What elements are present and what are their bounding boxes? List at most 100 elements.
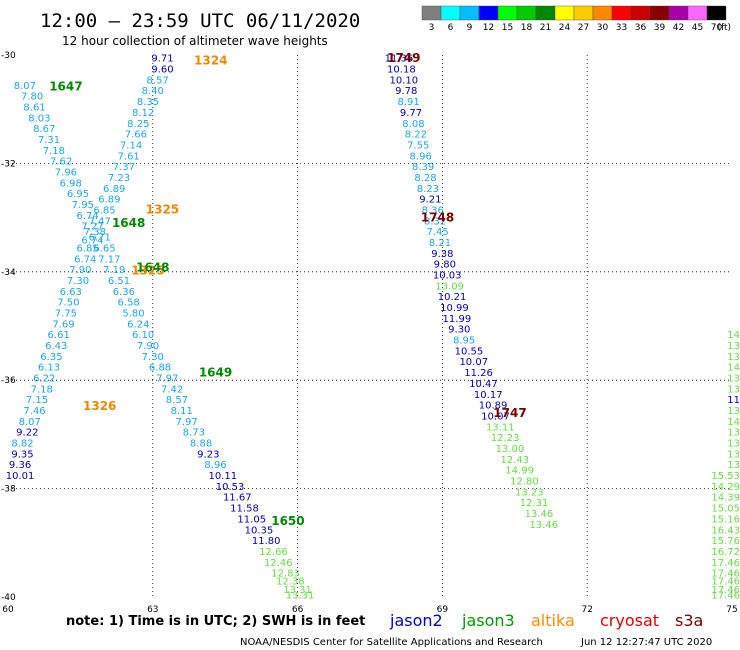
swh-value: 13 <box>727 352 740 363</box>
y-tick-label: -36 <box>1 376 16 386</box>
swh-value: 13.31 <box>286 590 315 601</box>
x-tick-label: 75 <box>726 605 737 615</box>
swh-value: 8.21 <box>429 238 451 249</box>
swh-value: 13 <box>727 439 740 450</box>
swh-value: 10.03 <box>433 271 462 282</box>
swh-value: 12.23 <box>491 433 520 444</box>
swh-value: 12.46 <box>264 558 293 569</box>
swh-value: 13 <box>727 406 740 417</box>
swh-value: 16.72 <box>711 547 740 558</box>
scale-swatch <box>516 5 537 21</box>
swh-value: 9.78 <box>395 86 417 97</box>
swh-value: 10.11 <box>208 471 237 482</box>
swh-value: 7.45 <box>426 227 448 238</box>
swh-value: 7.19 <box>103 265 125 276</box>
scale-label: 70 <box>711 23 723 33</box>
swh-value: 12.80 <box>510 476 539 487</box>
swh-value: 7.30 <box>67 276 89 287</box>
swh-value: 8.61 <box>23 102 45 113</box>
swh-value: 8.88 <box>190 439 212 450</box>
swh-value: 9.80 <box>434 260 456 271</box>
swh-value: 13.46 <box>525 509 554 520</box>
scale-label: 24 <box>559 23 571 33</box>
swh-value: 9.36 <box>9 460 31 471</box>
scale-label: 6 <box>448 23 454 33</box>
swh-value: 14 <box>727 417 740 428</box>
swh-value: 8.11 <box>171 406 193 417</box>
swh-value: 13 <box>727 373 740 384</box>
swh-value: 13 <box>727 428 740 439</box>
swh-value: 13.09 <box>435 281 464 292</box>
swh-value: 7.31 <box>38 135 60 146</box>
y-tick-label: -32 <box>1 159 16 169</box>
pass-time-label: 1324 <box>194 53 227 67</box>
swh-value: 12.31 <box>520 498 549 509</box>
swh-value: 13 <box>727 449 740 460</box>
scale-swatch <box>630 5 651 21</box>
swh-value: 7.75 <box>55 308 77 319</box>
swh-value: 6.24 <box>127 319 149 330</box>
swh-value: 14.99 <box>505 466 534 477</box>
swh-value: 15.16 <box>711 514 740 525</box>
scale-swatch <box>459 5 480 21</box>
swh-value: 8.25 <box>127 119 149 130</box>
scale-label: 18 <box>521 23 533 33</box>
swh-value: 6.58 <box>118 298 140 309</box>
swh-value: 7.14 <box>120 140 142 151</box>
swh-value: 10.17 <box>474 390 503 401</box>
swh-value: 8.96 <box>410 151 432 162</box>
pass-time-label: 1326 <box>83 399 116 413</box>
y-tick-label: -34 <box>1 268 16 278</box>
swh-value: 8.35 <box>137 97 159 108</box>
satellite-legend-s3a: s3a <box>675 611 703 630</box>
swh-value: 10.21 <box>438 292 467 303</box>
x-tick-label: 69 <box>437 605 449 615</box>
satellite-legend-jason3: jason3 <box>461 611 515 630</box>
swh-value: 8.22 <box>405 130 427 141</box>
swh-value: 8.95 <box>453 336 475 347</box>
color-scale-legend: 3 6 9 12 15 18 21 24 27 30 33 36 39 42 45 70 <box>421 5 727 33</box>
swh-value: 6.74 <box>81 235 103 246</box>
x-axis-ticks: 60 63 66 69 72 75 <box>2 605 737 615</box>
scale-label: 27 <box>578 23 589 33</box>
pass-time-label: 1749 <box>387 51 420 65</box>
pass-time-label: 1650 <box>271 514 304 528</box>
swh-value: 9.71 <box>151 54 173 65</box>
swh-value: 9.23 <box>197 449 219 460</box>
swh-value: 9.21 <box>419 195 441 206</box>
chart-subtitle: 12 hour collection of altimeter wave hei… <box>62 34 328 48</box>
swh-value: 6.10 <box>132 330 154 341</box>
swh-value: 8.39 <box>412 162 434 173</box>
scale-label: 42 <box>673 23 684 33</box>
swh-value: 6.43 <box>45 341 67 352</box>
swh-value: 16.43 <box>711 525 740 536</box>
swh-value: 7.69 <box>52 319 74 330</box>
swh-value: 9.77 <box>400 108 422 119</box>
swh-value: 13 <box>727 460 740 471</box>
swh-value: 12.38 <box>276 577 305 588</box>
scale-swatch <box>611 5 632 21</box>
swh-value: 8.36 <box>422 205 444 216</box>
swh-value: 6.74 <box>77 211 99 222</box>
swh-value: 6.51 <box>108 276 130 287</box>
swh-value: 8.91 <box>397 97 419 108</box>
swh-value: 10.07 <box>481 411 510 422</box>
swh-value: 11.05 <box>237 514 266 525</box>
swh-value: 11.67 <box>223 493 252 504</box>
swh-value: 17.46 <box>711 590 740 601</box>
swh-value: 7.90 <box>137 341 159 352</box>
swh-value: 7.80 <box>21 92 43 103</box>
y-tick-label: -40 <box>1 593 16 603</box>
swh-value: 10.18 <box>387 65 416 76</box>
swh-value: 8.07 <box>19 417 41 428</box>
swh-value: 8.03 <box>28 113 50 124</box>
footer-credit: NOAA/NESDIS Center for Satellite Applica… <box>240 637 543 648</box>
swh-value: 6.74 <box>74 254 96 265</box>
swh-value: 11.58 <box>230 504 259 515</box>
swh-value: 17.46 <box>711 558 740 569</box>
swh-value: 14 <box>727 363 740 374</box>
swh-value: 12.66 <box>259 547 288 558</box>
swh-value: 10.07 <box>459 357 488 368</box>
swh-value: 11.36 <box>385 54 414 65</box>
